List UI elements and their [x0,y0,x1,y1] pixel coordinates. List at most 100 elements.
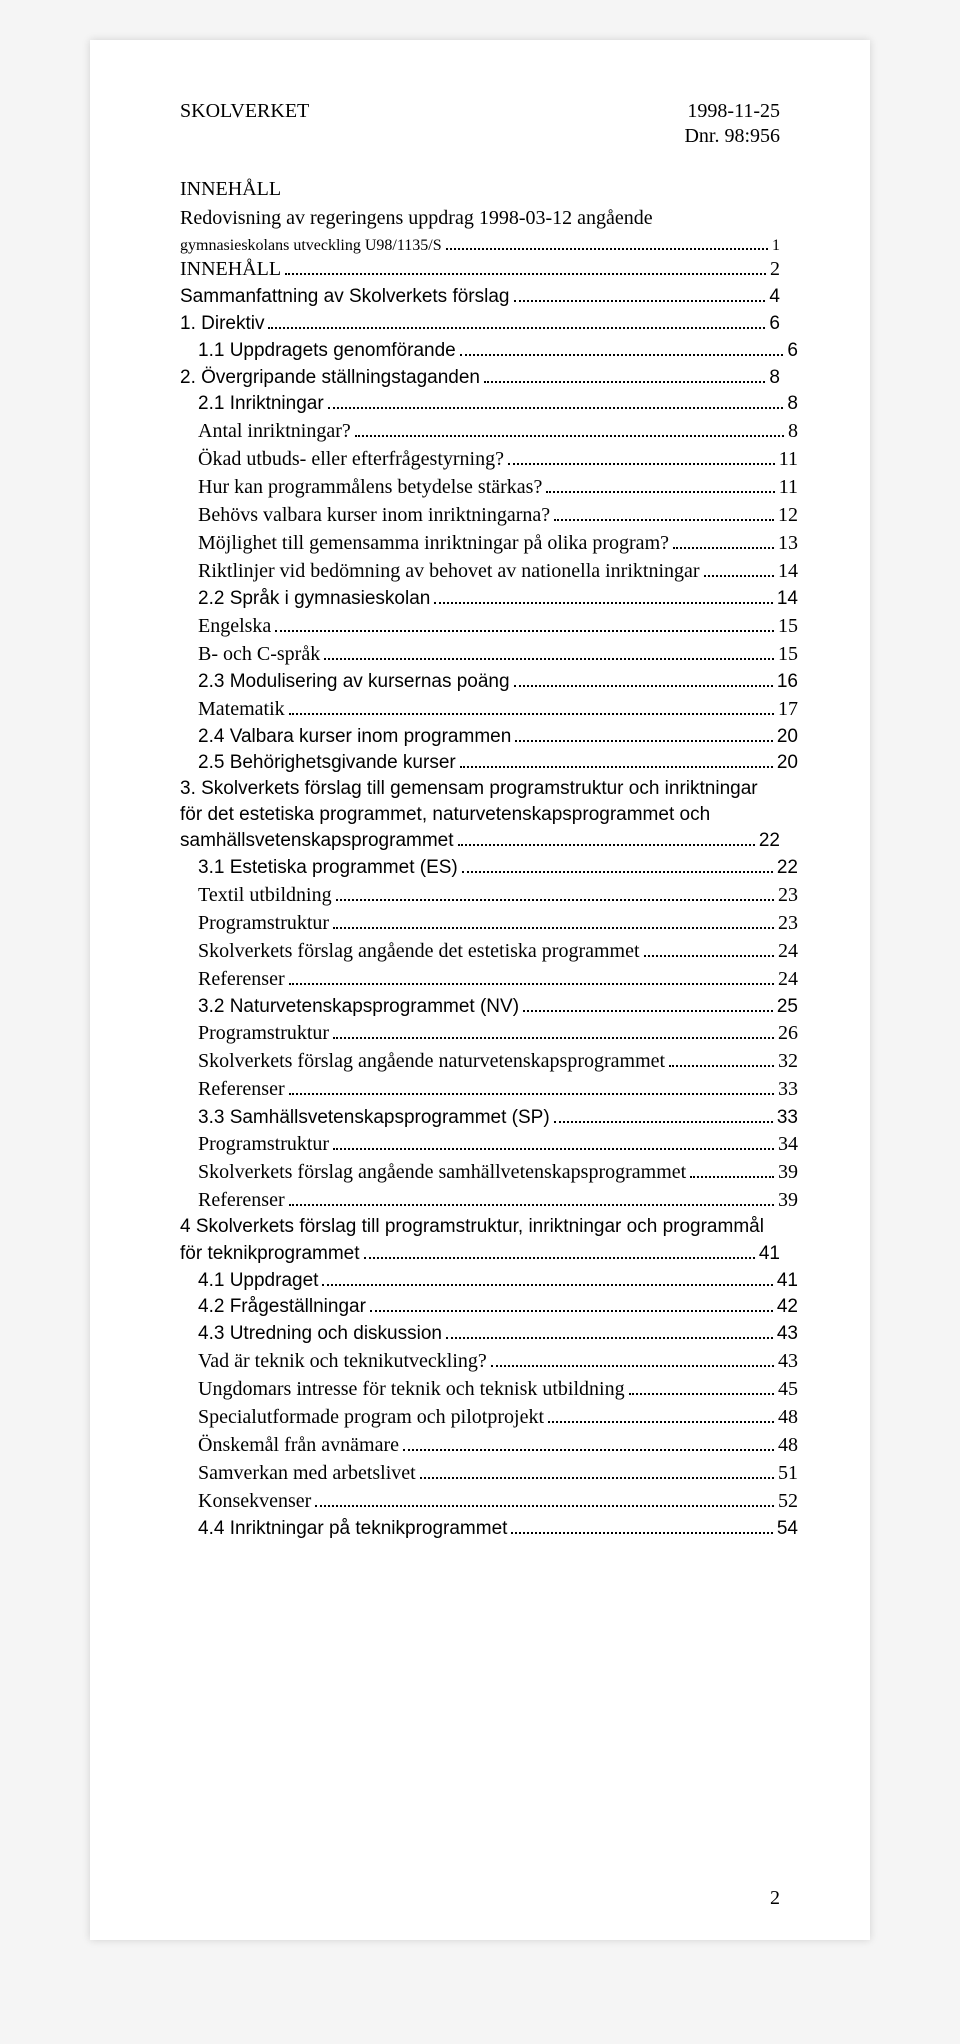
toc-entry: 2.3 Modulisering av kursernas poäng16 [180,668,798,695]
toc-page: 48 [778,1432,798,1459]
toc-page: 23 [778,882,798,909]
toc-label: 2.5 Behörighetsgivande kurser [198,750,456,776]
toc-page: 15 [778,613,798,640]
toc-label: 3.2 Naturvetenskapsprogrammet (NV) [198,994,519,1020]
toc-page: 20 [777,750,798,776]
toc-entry: Skolverkets förslag angående naturvetens… [180,1047,798,1075]
toc-page: 32 [778,1048,798,1075]
page-number: 2 [770,1887,780,1910]
toc-label: 4.3 Utredning och diskussion [198,1321,442,1347]
toc-leader [328,390,784,409]
toc-leader [275,612,774,632]
toc-entry: Behövs valbara kurser inom inriktningarn… [180,501,798,529]
toc-label: Referenser [198,1076,285,1103]
toc-leader [484,364,765,383]
toc-entry: 3.2 Naturvetenskapsprogrammet (NV) 25 [180,993,798,1020]
toc-leader [508,445,775,465]
toc-page: 8 [769,365,780,391]
toc-leader [458,827,755,846]
toc-label: Möjlighet till gemensamma inriktningar p… [198,530,669,557]
toc-entry: Antal inriktningar? 8 [180,417,798,445]
toc-leader [289,1075,774,1095]
toc-leader [333,909,774,929]
toc-leader [403,1431,774,1451]
toc-page: 13 [778,530,798,557]
toc-entry: B- och C-språk15 [180,640,798,668]
toc-leader [355,417,784,437]
toc-label: INNEHÅLL [180,256,281,283]
toc-leader [446,1320,773,1339]
toc-label: 2.3 Modulisering av kursernas poäng [198,669,510,695]
toc-entry: Riktlinjer vid bedömning av behovet av n… [180,557,798,585]
header-date: 1998-11-25 [687,100,780,123]
toc-label: 3.3 Samhällsvetenskapsprogrammet (SP) [198,1105,550,1131]
toc-leader [285,255,766,275]
toc-entry: 2.2 Språk i gymnasieskolan14 [180,585,798,612]
toc-entry: 4 Skolverkets förslag till programstrukt… [180,1214,780,1266]
toc-leader [333,1019,774,1039]
toc-entry: Hur kan programmålens betydelse stärkas?… [180,473,798,501]
toc-entry: Skolverkets förslag angående samhällvete… [180,1158,798,1186]
toc-entry: Ungdomars intresse för teknik och teknis… [180,1375,798,1403]
toc-page: 4 [769,284,780,310]
toc-label: 1.1 Uppdragets genomförande [198,338,456,364]
toc-entry: 4.4 Inriktningar på teknikprogrammet54 [180,1515,798,1542]
toc-label: 4.4 Inriktningar på teknikprogrammet [198,1516,507,1542]
toc-page: 25 [777,994,798,1020]
toc-entry: 3. Skolverkets förslag till gemensam pro… [180,776,780,854]
toc-page: 20 [777,724,798,750]
toc-leader [370,1293,773,1312]
toc-page: 39 [778,1159,798,1186]
toc-label: 2. Övergripande ställningstaganden [180,365,480,391]
toc-leader [420,1459,774,1479]
toc-leader [324,640,774,660]
toc-leader [644,937,774,957]
section-title: INNEHÅLL [180,178,780,201]
toc-page: 22 [777,855,798,881]
header-org: SKOLVERKET [180,100,309,123]
toc-label: 2.2 Språk i gymnasieskolan [198,586,430,612]
toc-label: Hur kan programmålens betydelse stärkas? [198,474,542,501]
toc-page: 33 [777,1105,798,1131]
toc-page: 11 [779,474,798,501]
toc-label: Skolverkets förslag angående samhällvete… [198,1159,686,1186]
toc-label: 2.4 Valbara kurser inom programmen [198,724,511,750]
toc-page: 51 [778,1460,798,1487]
toc-label: Antal inriktningar? [198,418,351,445]
toc-entry: Programstruktur26 [180,1019,798,1047]
toc-label: 2.1 Inriktningar [198,391,324,417]
toc-page: 24 [778,966,798,993]
toc-entry: Referenser24 [180,965,798,993]
toc-label: Önskemål från avnämare [198,1432,399,1459]
toc-entry: 1. Direktiv6 [180,310,780,337]
toc-page: 8 [788,418,798,445]
toc-page: 11 [779,446,798,473]
toc-entry: Önskemål från avnämare 48 [180,1431,798,1459]
intro-line2-page: 1 [772,237,780,255]
toc-page: 45 [778,1376,798,1403]
toc-entry: Ökad utbuds- eller efterfrågestyrning?11 [180,445,798,473]
toc-entry: Sammanfattning av Skolverkets förslag4 [180,283,780,310]
toc-page: 17 [778,696,798,723]
toc-label: Ungdomars intresse för teknik och teknis… [198,1376,625,1403]
toc-entry: Programstruktur23 [180,909,798,937]
toc-label: Referenser [198,1187,285,1214]
toc-label: B- och C-språk [198,641,320,668]
toc-entry: INNEHÅLL2 [180,255,780,283]
toc-entry: 2.4 Valbara kurser inom programmen 20 [180,723,798,750]
toc-page: 48 [778,1404,798,1431]
toc-page: 33 [778,1076,798,1103]
toc-leader [629,1375,774,1395]
toc-leader [554,501,774,521]
toc-leader [514,283,766,302]
toc-entry: Samverkan med arbetslivet51 [180,1459,798,1487]
toc-leader [546,473,774,493]
toc-page: 22 [759,828,780,854]
toc-entry-last-line: för teknikprogrammet41 [180,1240,780,1267]
toc-leader [511,1515,772,1534]
toc-page: 12 [778,502,798,529]
toc-label: Vad är teknik och teknikutveckling? [198,1348,487,1375]
toc-leader [434,585,773,604]
toc-page: 34 [778,1131,798,1158]
header-dnr: Dnr. 98:956 [180,125,780,148]
